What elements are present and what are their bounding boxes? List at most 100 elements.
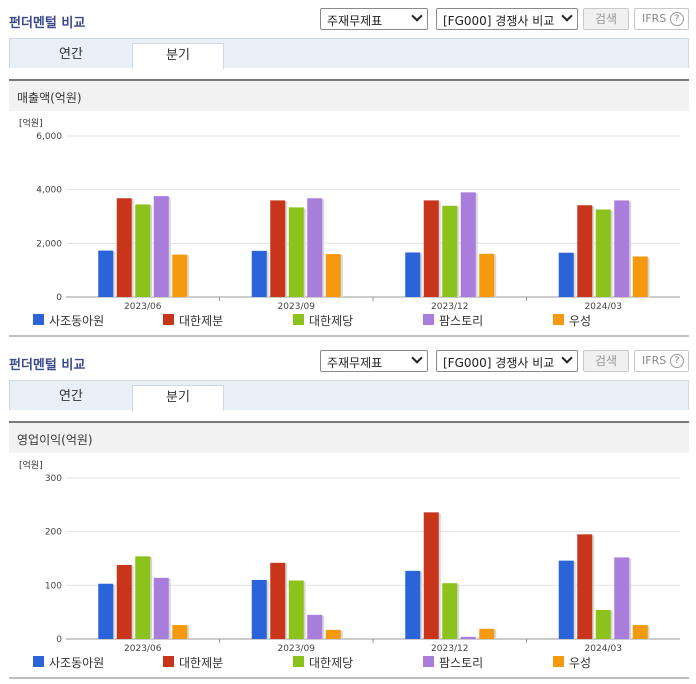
legend-swatch	[553, 656, 564, 667]
x-tick-label: 2024/03	[585, 302, 622, 312]
bar	[116, 564, 132, 639]
bar	[423, 200, 439, 297]
bar	[288, 207, 304, 297]
x-tick-label: 2023/06	[124, 302, 162, 312]
bar	[595, 209, 611, 297]
y-tick-label: 2,000	[36, 239, 62, 249]
revenue-chart: [억원] 0 2,000 4,000 6,000 2023/06 2023/09 2023/1…	[9, 112, 689, 334]
bar	[116, 198, 132, 297]
y-tick-label: 100	[45, 581, 62, 591]
x-tick-label: 2023/06	[124, 644, 162, 654]
help-icon[interactable]: ?	[670, 12, 684, 26]
legend-swatch	[423, 314, 434, 325]
bar	[251, 250, 267, 297]
bar	[442, 205, 458, 297]
legend-label: 대한제분	[179, 314, 224, 328]
chevron-down-icon	[561, 352, 573, 364]
y-tick-label: 300	[45, 474, 62, 484]
search-button[interactable]: 검색	[583, 350, 629, 372]
search-button[interactable]: 검색	[583, 8, 629, 30]
bar	[172, 254, 188, 297]
panel-header: 펀더멘털 비교 주재무제표 [FG000] 경쟁사 비교 검색 IFRS ?	[0, 342, 696, 373]
metric-title: 매출액(억원)	[9, 79, 689, 111]
chevron-down-icon	[561, 10, 573, 22]
legend-swatch	[163, 656, 174, 667]
ifrs-label: IFRS	[642, 12, 667, 25]
legend-label: 우성	[569, 656, 592, 670]
statement-select-value: 주재무제표	[327, 356, 383, 370]
legend-swatch	[163, 314, 174, 325]
y-tick-label: 200	[45, 528, 62, 538]
bar	[558, 252, 574, 297]
legend-swatch	[33, 314, 44, 325]
y-tick-label: 4,000	[36, 186, 62, 196]
ifrs-button[interactable]: IFRS ?	[634, 8, 689, 30]
tab-annual[interactable]: 연간	[59, 47, 83, 62]
statement-select[interactable]: 주재무제표	[320, 8, 428, 30]
bar	[270, 200, 286, 297]
bar	[153, 196, 169, 297]
x-tick-label: 2023/12	[431, 302, 468, 312]
metric-title: 영업이익(억원)	[9, 421, 689, 453]
fundamental-panel-operating-profit: 펀더멘털 비교 주재무제표 [FG000] 경쟁사 비교 검색 IFRS ? 연…	[0, 342, 696, 684]
legend-label: 대한제분	[179, 656, 224, 670]
bar	[577, 534, 593, 639]
legend-label: 대한제당	[309, 656, 354, 670]
ifrs-label: IFRS	[642, 354, 667, 367]
unit-label: [억원]	[19, 459, 43, 471]
bar	[98, 250, 114, 297]
bar	[288, 580, 304, 639]
tab-quarterly[interactable]: 분기	[132, 385, 224, 411]
bar	[98, 583, 114, 639]
period-tabs: 연간 분기	[9, 380, 689, 411]
chevron-down-icon	[411, 10, 423, 22]
x-tick-label: 2023/09	[278, 302, 316, 312]
bar	[307, 614, 323, 639]
operating-profit-chart: [억원] 0 100 200 300 2023/06 2023/09 2023/12 2024/…	[9, 454, 689, 676]
bar	[577, 205, 593, 297]
legend-swatch	[423, 656, 434, 667]
legend-swatch	[293, 656, 304, 667]
y-tick-label: 6,000	[36, 132, 62, 142]
legend-label: 우성	[569, 314, 592, 328]
bar	[558, 560, 574, 639]
legend-label: 팜스토리	[439, 656, 484, 670]
legend-swatch	[553, 314, 564, 325]
bar	[405, 252, 421, 297]
bar	[479, 253, 495, 297]
statement-select[interactable]: 주재무제표	[320, 350, 428, 372]
bar	[442, 583, 458, 639]
divider	[9, 677, 689, 679]
x-tick-label: 2024/03	[585, 644, 622, 654]
legend-swatch	[33, 656, 44, 667]
tab-quarterly[interactable]: 분기	[132, 43, 224, 69]
bar	[632, 625, 648, 639]
bar	[460, 192, 476, 297]
panel-header: 펀더멘털 비교 주재무제표 [FG000] 경쟁사 비교 검색 IFRS ?	[0, 0, 696, 31]
bar	[307, 198, 323, 297]
chevron-down-icon	[411, 352, 423, 364]
bar	[460, 636, 476, 639]
panel-title: 펀더멘털 비교	[9, 358, 86, 373]
y-tick-label: 0	[56, 635, 62, 645]
y-tick-label: 0	[56, 293, 62, 303]
compare-select-value: [FG000] 경쟁사 비교	[443, 14, 555, 28]
ifrs-button[interactable]: IFRS ?	[634, 350, 689, 372]
panel-title: 펀더멘털 비교	[9, 16, 86, 31]
help-icon[interactable]: ?	[670, 354, 684, 368]
divider	[9, 335, 689, 337]
bar	[423, 512, 439, 639]
legend-label: 사조동아원	[49, 656, 105, 670]
bar	[595, 610, 611, 639]
compare-select[interactable]: [FG000] 경쟁사 비교	[436, 8, 578, 30]
unit-label: [억원]	[19, 117, 43, 129]
period-tabs: 연간 분기	[9, 38, 689, 69]
bar	[405, 570, 421, 639]
x-tick-label: 2023/12	[431, 644, 468, 654]
bar	[135, 204, 151, 297]
bar	[135, 556, 151, 639]
tab-annual[interactable]: 연간	[59, 389, 83, 404]
bar	[479, 628, 495, 639]
bar	[614, 557, 630, 639]
compare-select[interactable]: [FG000] 경쟁사 비교	[436, 350, 578, 372]
